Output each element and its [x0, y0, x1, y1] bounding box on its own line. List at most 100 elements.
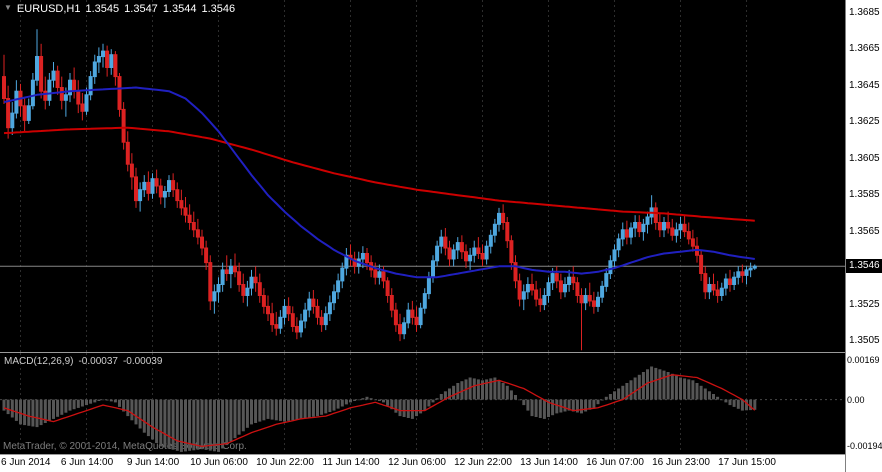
candle-body	[422, 293, 427, 309]
candle	[447, 240, 452, 267]
candle-body	[96, 56, 101, 63]
macd-histogram-bar	[361, 398, 365, 400]
candle	[129, 153, 134, 190]
candle	[649, 195, 654, 225]
candle	[208, 255, 213, 311]
candle	[278, 310, 283, 334]
price-tick-label: 1.3685	[849, 7, 880, 18]
candle	[690, 229, 695, 252]
candle	[604, 268, 609, 292]
candle	[80, 93, 85, 121]
candle-body	[278, 316, 283, 329]
macd-histogram-bar	[687, 379, 691, 400]
macd-histogram-bar	[390, 399, 394, 410]
current-price-tag: 1.3546	[846, 259, 882, 273]
candle-body	[525, 284, 530, 293]
macd-histogram-bar	[344, 399, 348, 405]
candle-body	[154, 178, 159, 187]
open-value: 1.3545	[85, 3, 120, 15]
candle-body	[744, 269, 749, 276]
candle-body	[748, 267, 753, 271]
macd-histogram-bar	[159, 399, 163, 447]
candle-body	[191, 222, 196, 231]
candle-body	[666, 222, 671, 229]
candle-body	[43, 90, 48, 101]
candle-body	[447, 247, 452, 260]
candle-body	[117, 76, 122, 110]
candle-body	[587, 295, 592, 302]
candle	[402, 317, 407, 340]
candle	[579, 288, 584, 351]
macd-histogram-bar	[674, 375, 678, 400]
candle	[191, 211, 196, 238]
macd-panel-canvas[interactable]	[0, 353, 845, 454]
macd-histogram-bar	[142, 399, 146, 433]
candle	[6, 85, 11, 139]
time-axis[interactable]: 6 Jun 2014 6 Jun 14:00 9 Jun 14:00 10 Jun 0…	[0, 455, 845, 472]
candle-body	[167, 180, 171, 193]
candle-body	[645, 216, 650, 225]
candle-body	[360, 253, 365, 260]
candle	[653, 202, 658, 230]
macd-histogram-bar	[283, 399, 286, 422]
macd-histogram-bar	[27, 399, 31, 426]
macd-histogram-bar	[670, 373, 674, 400]
macd-histogram-bar	[151, 399, 154, 440]
candle-body	[583, 295, 588, 304]
candle-body	[224, 269, 229, 274]
macd-histogram-bar	[307, 399, 311, 418]
candle-body	[129, 163, 134, 178]
candle-body	[245, 287, 250, 297]
candle	[142, 175, 147, 197]
macd-histogram-bar	[138, 399, 142, 429]
macd-histogram-bar	[592, 399, 596, 408]
candle-body	[513, 262, 518, 282]
candle	[2, 54, 6, 104]
main-chart-canvas[interactable]	[0, 0, 845, 352]
candle	[575, 277, 580, 303]
candle-body	[179, 200, 184, 209]
candle	[377, 264, 382, 285]
candle	[261, 288, 266, 314]
macd-histogram-bar	[563, 399, 567, 412]
macd-histogram-bar	[291, 399, 295, 421]
price-axis[interactable]: 1.3546 1.3685 1.3665 1.3645 1.3625 1.3605 1.3…	[845, 0, 882, 472]
macd-histogram-bar	[683, 378, 687, 400]
panel-separator[interactable]	[0, 352, 845, 353]
candle-body	[261, 295, 266, 307]
candle	[624, 220, 629, 245]
candle-body	[550, 273, 555, 284]
macd-histogram-bar	[493, 377, 497, 400]
macd-histogram-bar	[431, 399, 435, 403]
candle-body	[736, 271, 741, 278]
macd-histogram-bar	[23, 399, 27, 426]
close-value: 1.3546	[201, 3, 236, 15]
candle-body	[274, 324, 279, 329]
macd-histogram-bar	[514, 395, 517, 400]
macd-histogram-bar	[406, 399, 410, 418]
macd-signal-line	[3, 374, 756, 448]
candle	[76, 80, 81, 114]
candle-body	[208, 262, 213, 302]
candle	[117, 73, 122, 117]
macd-histogram-bar	[419, 399, 423, 414]
macd-histogram-bar	[6, 399, 10, 415]
candle	[591, 291, 596, 314]
macd-histogram-bar	[534, 399, 538, 417]
macd-histogram-bar	[509, 390, 513, 400]
macd-histogram-bar	[402, 399, 406, 417]
macd-histogram-bar	[237, 399, 241, 435]
macd-histogram-bar	[200, 399, 204, 450]
candle-body	[509, 240, 514, 264]
candle	[311, 290, 316, 314]
candle	[699, 249, 704, 281]
candle	[266, 295, 270, 321]
macd-histogram-bar	[538, 399, 542, 418]
candle-body	[84, 94, 89, 112]
macd-histogram-bar	[699, 385, 703, 400]
macd-histogram-bar	[212, 399, 216, 452]
macd-histogram-bar	[10, 399, 14, 418]
candle	[274, 311, 279, 336]
axis-separator	[0, 454, 845, 455]
candle	[662, 217, 666, 238]
